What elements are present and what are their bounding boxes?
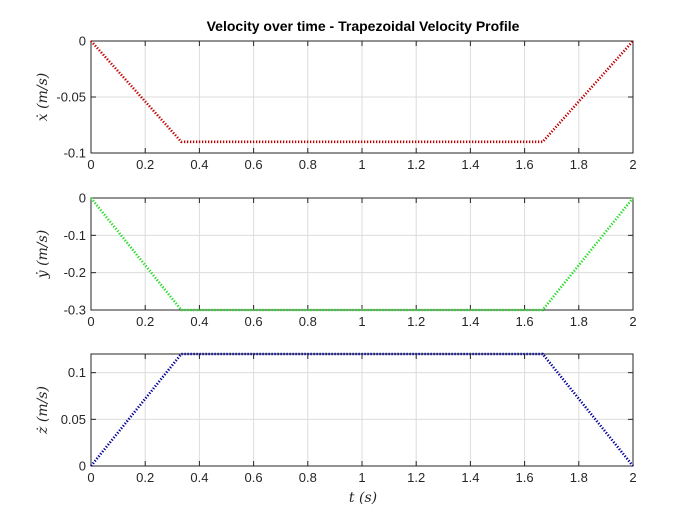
y-tick-label: -0.05 <box>56 90 86 105</box>
x-tick-label: 1 <box>358 470 365 485</box>
x-tick-label: 1.4 <box>461 157 479 172</box>
y-tick-label: 0 <box>79 34 86 49</box>
x-tick-label: 2 <box>629 314 636 329</box>
y-tick-label: 0.05 <box>61 412 86 427</box>
x-tick-label: 1.6 <box>516 157 534 172</box>
x-tick-label: 0.4 <box>190 470 208 485</box>
x-tick-label: 1 <box>358 157 365 172</box>
y-tick-label: 0 <box>79 459 86 474</box>
x-tick-label: 2 <box>629 157 636 172</box>
x-tick-label: 0.2 <box>136 314 154 329</box>
x-tick-label: 0 <box>87 157 94 172</box>
axes-frame <box>90 40 634 154</box>
x-tick-label: 1.8 <box>570 314 588 329</box>
x-tick-label: 1.2 <box>407 157 425 172</box>
x-tick-label: 1.2 <box>407 470 425 485</box>
y-tick-label: -0.2 <box>64 265 86 280</box>
x-tick-label: 0.8 <box>299 470 317 485</box>
x-tick-label: 0.4 <box>190 314 208 329</box>
y-tick-label: 0 <box>79 191 86 206</box>
y-axis-label: ẋ (m/s) <box>35 73 51 121</box>
y-tick-label: -0.1 <box>64 146 86 161</box>
x-tick-label: 1.8 <box>570 157 588 172</box>
x-tick-label: 0 <box>87 314 94 329</box>
x-tick-label: 0.2 <box>136 157 154 172</box>
subplot-2: 0 0.2 0.4 0.6 0.8 1 1.2 1.4 1.6 1.8 2 0 -0.1 -0.2 -0.3… <box>35 191 637 330</box>
x-tick-label: 1 <box>358 314 365 329</box>
y-tick-label: 0.1 <box>68 365 86 380</box>
y-axis-label: ż (m/s) <box>35 386 51 435</box>
subplot-1: 0 0.2 0.4 0.6 0.8 1 1.2 1.4 1.6 1.8 2 0 -0.05 -0.1 ẋ (… <box>35 34 637 173</box>
x-tick-label: 0.6 <box>245 157 263 172</box>
series-line-1 <box>90 40 634 144</box>
x-tick-label: 0.6 <box>245 314 263 329</box>
x-tick-label: 0.2 <box>136 470 154 485</box>
x-tick-label: 1.4 <box>461 314 479 329</box>
x-tick-label: 2 <box>629 470 636 485</box>
x-tick-label: 0.4 <box>190 157 208 172</box>
x-tick-label: 1.8 <box>570 470 588 485</box>
subplot-3: 0 0.2 0.4 0.6 0.8 1 1.2 1.4 1.6 1.8 2 0.1 0.05 0 ż (m/… <box>35 352 637 485</box>
series-line-2 <box>89 197 635 312</box>
x-tick-label: 1.4 <box>461 470 479 485</box>
x-tick-label: 0.6 <box>245 470 263 485</box>
chart-title: Velocity over time - Trapezoidal Velocit… <box>207 18 520 34</box>
x-axis-label: t (s) <box>349 490 377 506</box>
x-tick-label: 0.8 <box>299 157 317 172</box>
y-tick-label: -0.3 <box>64 303 86 318</box>
x-tick-label: 1.6 <box>516 470 534 485</box>
series-line-3 <box>89 352 635 467</box>
y-axis-label: ẏ (m/s) <box>35 230 51 279</box>
x-tick-label: 0 <box>87 470 94 485</box>
x-tick-label: 1.6 <box>516 314 534 329</box>
y-tick-label: -0.1 <box>64 228 86 243</box>
x-tick-label: 1.2 <box>407 314 425 329</box>
x-tick-label: 0.8 <box>299 314 317 329</box>
